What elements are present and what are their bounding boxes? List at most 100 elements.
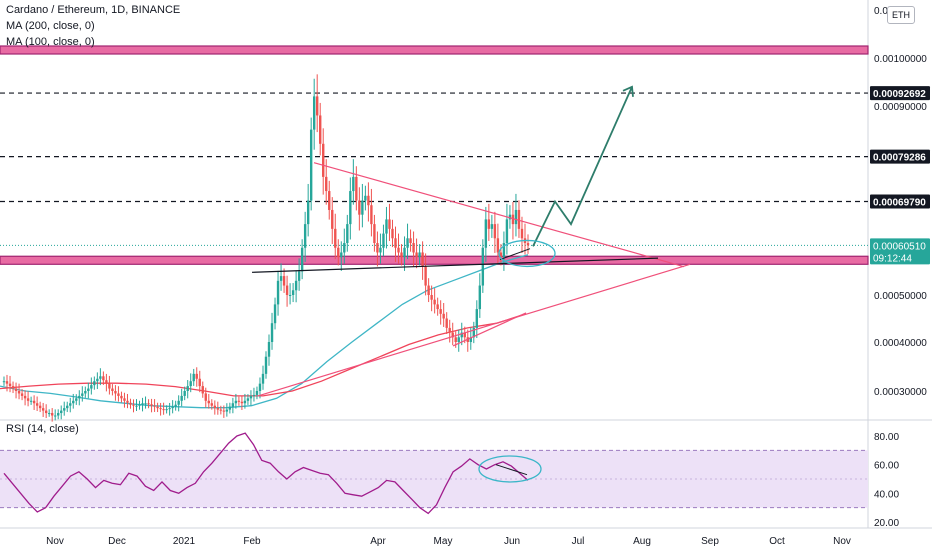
candle-body[interactable] — [481, 247, 485, 286]
candle-body[interactable] — [312, 96, 316, 130]
candle-body[interactable] — [285, 285, 289, 295]
candle-body[interactable] — [385, 219, 388, 234]
candle-body[interactable] — [400, 252, 403, 258]
candle-body[interactable] — [505, 219, 509, 244]
candle-body[interactable] — [291, 290, 295, 295]
candle-body[interactable] — [303, 224, 307, 248]
candle-body[interactable] — [5, 381, 9, 384]
candle-body[interactable] — [319, 115, 322, 144]
candle-body[interactable] — [174, 404, 177, 407]
candle-body[interactable] — [270, 323, 274, 342]
candle-body[interactable] — [472, 327, 475, 338]
candle-body[interactable] — [147, 403, 150, 405]
rsi-highlight-ellipse[interactable] — [478, 455, 542, 483]
candle-body[interactable] — [17, 391, 21, 394]
candle-body[interactable] — [23, 395, 27, 399]
candle-body[interactable] — [219, 409, 223, 411]
candle-body[interactable] — [111, 388, 114, 391]
candle-body[interactable] — [418, 252, 421, 258]
candle-body[interactable] — [75, 398, 78, 401]
candle-body[interactable] — [421, 252, 424, 267]
candle-body[interactable] — [96, 378, 99, 382]
candle-body[interactable] — [69, 403, 72, 406]
candle-body[interactable] — [53, 415, 57, 417]
candle-body[interactable] — [364, 195, 367, 201]
rsi-line[interactable] — [3, 432, 529, 515]
candle-body[interactable] — [228, 406, 232, 410]
candle-body[interactable] — [373, 224, 376, 244]
candle-body[interactable] — [126, 400, 129, 403]
candle-body[interactable] — [478, 285, 482, 310]
candle-body[interactable] — [216, 408, 220, 410]
candle-body[interactable] — [379, 247, 382, 253]
candle-body[interactable] — [177, 400, 180, 405]
candle-body[interactable] — [297, 271, 301, 281]
candle-body[interactable] — [415, 252, 418, 258]
ma200-line[interactable] — [0, 313, 527, 397]
candle-body[interactable] — [451, 332, 454, 338]
candle-body[interactable] — [424, 266, 427, 286]
candle-body[interactable] — [105, 380, 108, 384]
candle-body[interactable] — [430, 295, 433, 300]
candle-body[interactable] — [502, 243, 506, 258]
candle-body[interactable] — [487, 219, 491, 229]
candle-body[interactable] — [32, 400, 36, 404]
candle-body[interactable] — [117, 393, 120, 396]
candle-body[interactable] — [120, 395, 123, 399]
candle-body[interactable] — [343, 243, 346, 253]
candle-body[interactable] — [87, 388, 90, 391]
demand-zone[interactable] — [0, 255, 869, 265]
candle-body[interactable] — [132, 404, 135, 406]
candle-body[interactable] — [355, 176, 358, 201]
candle-body[interactable] — [90, 385, 93, 389]
candle-body[interactable] — [171, 406, 174, 409]
candle-body[interactable] — [267, 342, 271, 357]
candle-body[interactable] — [47, 413, 51, 415]
candle-body[interactable] — [213, 405, 217, 409]
candle-body[interactable] — [201, 386, 204, 394]
candle-body[interactable] — [207, 400, 210, 404]
candle-body[interactable] — [41, 408, 45, 411]
candle-body[interactable] — [225, 409, 229, 412]
candle-body[interactable] — [325, 176, 328, 192]
candle-body[interactable] — [246, 398, 250, 401]
candle-body[interactable] — [168, 408, 171, 410]
candle-body[interactable] — [520, 228, 524, 239]
candle-body[interactable] — [382, 233, 385, 248]
candle-body[interactable] — [367, 195, 370, 206]
candle-body[interactable] — [57, 413, 60, 416]
candle-body[interactable] — [306, 200, 310, 225]
candle-body[interactable] — [29, 400, 33, 402]
candle-body[interactable] — [490, 224, 494, 229]
candle-body[interactable] — [243, 400, 247, 404]
candle-body[interactable] — [391, 228, 394, 239]
candle-body[interactable] — [11, 386, 15, 389]
candle-body[interactable] — [159, 408, 162, 410]
candle-body[interactable] — [198, 378, 201, 387]
candle-body[interactable] — [282, 276, 286, 286]
candle-body[interactable] — [331, 209, 334, 229]
candle-body[interactable] — [138, 404, 141, 406]
candle-body[interactable] — [469, 337, 472, 342]
candle-body[interactable] — [279, 276, 283, 281]
candle-body[interactable] — [370, 205, 373, 225]
candle-body[interactable] — [189, 381, 192, 387]
candle-body[interactable] — [376, 243, 379, 253]
candle-body[interactable] — [93, 381, 96, 386]
candle-body[interactable] — [38, 405, 42, 409]
candle-body[interactable] — [499, 252, 503, 258]
candle-body[interactable] — [150, 404, 153, 406]
candle-body[interactable] — [427, 285, 430, 295]
candle-body[interactable] — [60, 410, 63, 414]
candle-body[interactable] — [240, 401, 244, 404]
candle-body[interactable] — [484, 219, 488, 248]
candle-body[interactable] — [442, 313, 445, 319]
candle-body[interactable] — [337, 247, 340, 258]
candle-body[interactable] — [195, 373, 198, 379]
candle-body[interactable] — [445, 318, 448, 328]
candle-body[interactable] — [261, 373, 265, 384]
candle-body[interactable] — [475, 309, 479, 328]
candle-body[interactable] — [328, 191, 331, 210]
candle-body[interactable] — [322, 143, 325, 177]
candle-body[interactable] — [294, 280, 298, 291]
